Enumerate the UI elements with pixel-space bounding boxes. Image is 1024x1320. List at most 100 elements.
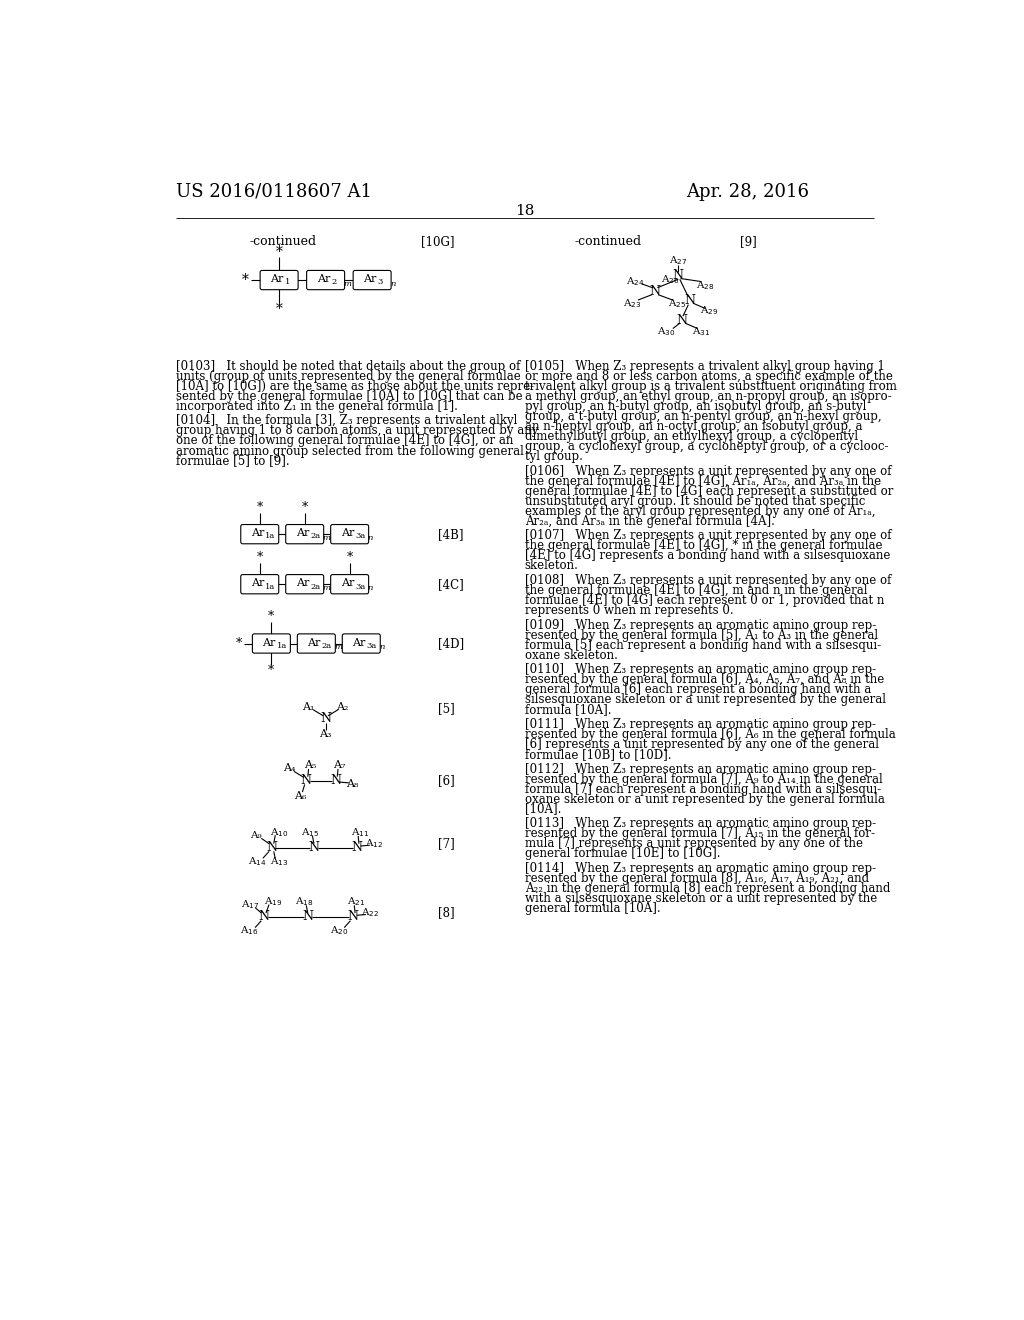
Text: N: N	[321, 713, 331, 726]
Text: A₆: A₆	[294, 791, 306, 801]
Text: -continued: -continued	[250, 235, 316, 248]
Text: oxane skeleton.: oxane skeleton.	[524, 648, 617, 661]
FancyBboxPatch shape	[260, 271, 298, 289]
Text: or more and 8 or less carbon atoms, a specific example of the: or more and 8 or less carbon atoms, a sp…	[524, 370, 893, 383]
FancyBboxPatch shape	[286, 574, 324, 594]
Text: resented by the general formula [5], A₁ to A₃ in the general: resented by the general formula [5], A₁ …	[524, 628, 878, 642]
Text: *: *	[268, 664, 274, 677]
Text: N: N	[684, 294, 695, 308]
Text: aromatic amino group selected from the following general: aromatic amino group selected from the f…	[176, 445, 524, 458]
Text: resented by the general formula [6], A₄, A₅, A₇, and A₈ in the: resented by the general formula [6], A₄,…	[524, 673, 884, 686]
Text: resented by the general formula [8], A₁₆, A₁₇, A₁₉, A₂₁, and: resented by the general formula [8], A₁₆…	[524, 871, 869, 884]
Text: Ar: Ar	[296, 578, 309, 589]
Text: 3a: 3a	[355, 582, 366, 590]
Text: 3a: 3a	[367, 642, 377, 649]
Text: A$_{24}$: A$_{24}$	[627, 275, 645, 288]
Text: an n-heptyl group, an n-octyl group, an isobutyl group, a: an n-heptyl group, an n-octyl group, an …	[524, 420, 862, 433]
Text: A$_{14}$: A$_{14}$	[248, 855, 266, 867]
Text: [5]: [5]	[438, 702, 455, 715]
Text: [10A] to [10G]) are the same as those about the units repre-: [10A] to [10G]) are the same as those ab…	[176, 380, 535, 393]
Text: 3: 3	[378, 279, 383, 286]
Text: A$_{22}$: A$_{22}$	[360, 907, 379, 920]
Text: *: *	[268, 610, 274, 623]
Text: group, a t-butyl group, an n-pentyl group, an n-hexyl group,: group, a t-butyl group, an n-pentyl grou…	[524, 409, 882, 422]
Text: m: m	[323, 583, 331, 593]
Text: Ar: Ar	[270, 275, 284, 284]
Text: A₂₂ in the general formula [8] each represent a bonding hand: A₂₂ in the general formula [8] each repr…	[524, 882, 890, 895]
Text: [9]: [9]	[740, 235, 757, 248]
Text: m: m	[334, 643, 342, 651]
Text: A$_{16}$: A$_{16}$	[241, 924, 259, 937]
Text: A$_{21}$: A$_{21}$	[347, 895, 366, 908]
Text: Ar: Ar	[352, 638, 366, 648]
Text: A₄: A₄	[283, 763, 296, 774]
Text: A$_{29}$: A$_{29}$	[700, 305, 719, 317]
Text: Ar: Ar	[341, 528, 354, 539]
Text: [0103]   It should be noted that details about the group of: [0103] It should be noted that details a…	[176, 360, 520, 372]
Text: formulae [5] to [9].: formulae [5] to [9].	[176, 454, 290, 467]
Text: [0107]   When Z₃ represents a unit represented by any one of: [0107] When Z₃ represents a unit represe…	[524, 529, 891, 543]
Text: [7]: [7]	[438, 837, 455, 850]
Text: examples of the aryl group represented by any one of Ar₁ₐ,: examples of the aryl group represented b…	[524, 504, 876, 517]
FancyBboxPatch shape	[297, 634, 335, 653]
Text: dimethylbutyl group, an ethylhexyl group, a cyclopentyl: dimethylbutyl group, an ethylhexyl group…	[524, 430, 858, 444]
Text: A$_{19}$: A$_{19}$	[264, 895, 283, 908]
Text: general formulae [10E] to [10G].: general formulae [10E] to [10G].	[524, 847, 720, 861]
Text: A₇: A₇	[334, 760, 346, 770]
Text: group having 1 to 8 carbon atoms, a unit represented by any: group having 1 to 8 carbon atoms, a unit…	[176, 425, 539, 437]
Text: [6] represents a unit represented by any one of the general: [6] represents a unit represented by any…	[524, 738, 879, 751]
Text: general formula [6] each represent a bonding hand with a: general formula [6] each represent a bon…	[524, 684, 871, 696]
Text: formula [5] each represent a bonding hand with a silsesqui-: formula [5] each represent a bonding han…	[524, 639, 881, 652]
Text: m: m	[343, 280, 351, 288]
Text: A₂: A₂	[337, 702, 349, 711]
Text: Ar: Ar	[262, 638, 275, 648]
Text: Ar: Ar	[316, 275, 330, 284]
Text: formulae [10B] to [10D].: formulae [10B] to [10D].	[524, 748, 672, 760]
Text: m: m	[323, 535, 331, 543]
Text: 2a: 2a	[310, 582, 321, 590]
Text: formula [7] each represent a bonding hand with a silsesqui-: formula [7] each represent a bonding han…	[524, 783, 881, 796]
Text: one of the following general formulae [4E] to [4G], or an: one of the following general formulae [4…	[176, 434, 513, 447]
Text: 1a: 1a	[265, 532, 275, 540]
Text: trivalent alkyl group is a trivalent substituent originating from: trivalent alkyl group is a trivalent sub…	[524, 380, 897, 393]
Text: N: N	[308, 841, 319, 854]
Text: Ar: Ar	[364, 275, 377, 284]
FancyBboxPatch shape	[342, 634, 380, 653]
Text: [0112]   When Z₃ represents an aromatic amino group rep-: [0112] When Z₃ represents an aromatic am…	[524, 763, 876, 776]
Text: A$_{26}$: A$_{26}$	[662, 273, 680, 286]
FancyBboxPatch shape	[331, 524, 369, 544]
Text: -continued: -continued	[574, 235, 642, 248]
Text: with a silsesquioxane skeleton or a unit represented by the: with a silsesquioxane skeleton or a unit…	[524, 892, 877, 906]
Text: [10A].: [10A].	[524, 803, 561, 816]
FancyBboxPatch shape	[252, 634, 291, 653]
Text: n: n	[390, 280, 395, 288]
Text: [0111]   When Z₃ represents an aromatic amino group rep-: [0111] When Z₃ represents an aromatic am…	[524, 718, 876, 731]
Text: Ar: Ar	[341, 578, 354, 589]
Text: [4C]: [4C]	[438, 578, 464, 591]
Text: N: N	[347, 911, 358, 924]
FancyBboxPatch shape	[331, 574, 369, 594]
Text: A₃: A₃	[319, 730, 332, 739]
Text: group, a cyclohexyl group, a cycloheptyl group, or a cyclooc-: group, a cyclohexyl group, a cycloheptyl…	[524, 440, 888, 453]
Text: A$_{18}$: A$_{18}$	[295, 895, 313, 908]
Text: [4D]: [4D]	[438, 638, 464, 649]
Text: [8]: [8]	[438, 907, 455, 920]
Text: [0104]   In the formula [3], Z₃ represents a trivalent alkyl: [0104] In the formula [3], Z₃ represents…	[176, 414, 517, 428]
Text: [0105]   When Z₃ represents a trivalent alkyl group having 1: [0105] When Z₃ represents a trivalent al…	[524, 360, 885, 372]
Text: A$_{17}$: A$_{17}$	[241, 898, 259, 911]
Text: A$_{12}$: A$_{12}$	[365, 837, 383, 850]
Text: oxane skeleton or a unit represented by the general formula: oxane skeleton or a unit represented by …	[524, 792, 885, 805]
Text: Ar: Ar	[251, 528, 264, 539]
Text: 2a: 2a	[310, 532, 321, 540]
Text: *: *	[257, 500, 263, 513]
Text: [0113]   When Z₃ represents an aromatic amino group rep-: [0113] When Z₃ represents an aromatic am…	[524, 817, 876, 830]
Text: A$_{30}$: A$_{30}$	[657, 325, 676, 338]
Text: 1a: 1a	[265, 582, 275, 590]
Text: n: n	[368, 583, 373, 593]
Text: incorporated into Z₁ in the general formula [1].: incorporated into Z₁ in the general form…	[176, 400, 458, 413]
Text: tyl group.: tyl group.	[524, 450, 583, 463]
Text: *: *	[275, 301, 283, 315]
Text: formulae [4E] to [4G] each represent 0 or 1, provided that n: formulae [4E] to [4G] each represent 0 o…	[524, 594, 884, 607]
Text: [10G]: [10G]	[421, 235, 455, 248]
Text: [6]: [6]	[438, 774, 455, 787]
